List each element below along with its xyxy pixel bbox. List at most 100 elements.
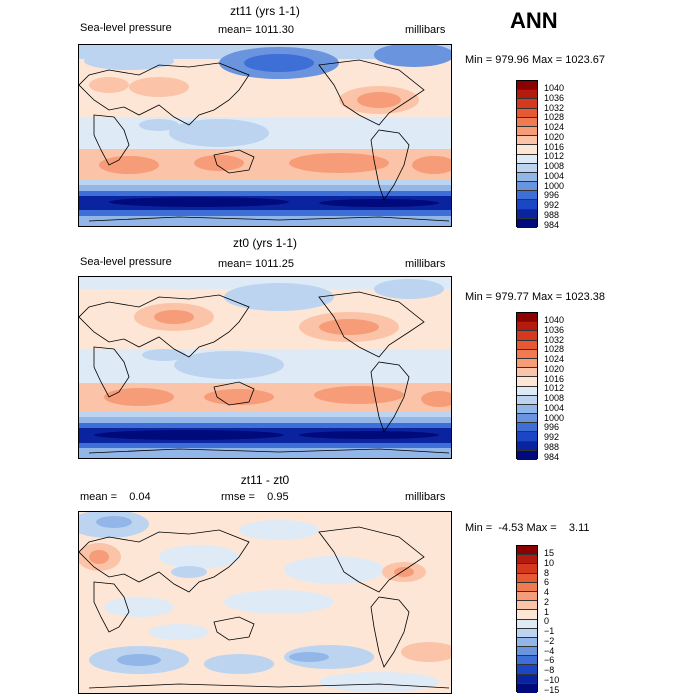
panel-2-colorbar-swatch bbox=[517, 331, 537, 341]
colorbar-label: 1008 bbox=[544, 393, 565, 403]
colorbar-label: −1 bbox=[544, 626, 555, 636]
colorbar-label: 1012 bbox=[544, 151, 565, 162]
colorbar-label: 1024 bbox=[544, 354, 565, 364]
colorbar-label: 1008 bbox=[544, 161, 565, 171]
colorbar-label: 1 bbox=[544, 606, 550, 617]
colorbar-label: 1020 bbox=[544, 363, 565, 374]
colorbar-label: 996 bbox=[544, 422, 560, 433]
panel-2-colorbar-swatch bbox=[517, 386, 537, 396]
panel-2-colorbar-swatch bbox=[517, 349, 537, 359]
panel-2-colorbar-swatch bbox=[517, 377, 537, 387]
colorbar-label: 1032 bbox=[544, 102, 565, 113]
panel-2-colorbar-swatch bbox=[517, 441, 537, 451]
panel-2-colorbar-swatch bbox=[517, 313, 537, 323]
colorbar-label: 1024 bbox=[544, 122, 565, 132]
colorbar-label: 8 bbox=[544, 567, 550, 578]
colorbar-label: −8 bbox=[544, 665, 555, 675]
panel-3-rmse: rmse = 0.95 bbox=[221, 491, 289, 503]
colorbar-label: 984 bbox=[544, 219, 560, 230]
panel-1-units: millibars bbox=[405, 24, 446, 36]
panel-3-colorbar-swatch bbox=[517, 573, 537, 583]
panel-1-colorbar-swatch bbox=[517, 163, 537, 173]
panel-2-colorbar-swatch bbox=[517, 395, 537, 405]
panel-2-colorbar-swatch bbox=[517, 368, 537, 378]
colorbar-label: 1020 bbox=[544, 131, 565, 142]
colorbar-label: −10 bbox=[544, 674, 560, 685]
panel-1-minmax: Min = 979.96 Max = 1023.67 bbox=[465, 54, 606, 66]
panel-3-colorbar bbox=[516, 545, 538, 693]
panel-2-units: millibars bbox=[405, 258, 446, 270]
panel-3-colorbar-swatch bbox=[517, 555, 537, 565]
panel-1-colorbar-swatch bbox=[517, 209, 537, 219]
panel-3-colorbar-swatch bbox=[517, 665, 537, 675]
panel-1-colorbar-swatch bbox=[517, 108, 537, 118]
colorbar-label: 1028 bbox=[544, 344, 565, 355]
colorbar-label: 10 bbox=[544, 557, 555, 568]
colorbar-label: 988 bbox=[544, 441, 560, 452]
panel-1-colorbar-swatch bbox=[517, 172, 537, 183]
colorbar-label: 984 bbox=[544, 451, 560, 462]
panel-2-colorbar-swatch bbox=[517, 423, 537, 433]
colorbar-label: 988 bbox=[544, 209, 560, 220]
colorbar-label: 1036 bbox=[544, 324, 565, 335]
colorbar-label: 15 bbox=[544, 548, 555, 558]
panel-1-colorbar-swatch bbox=[517, 99, 537, 109]
panel-2-colorbar-swatch bbox=[517, 358, 537, 369]
panel-1-colorbar-swatch bbox=[517, 136, 537, 146]
colorbar-label: 1032 bbox=[544, 334, 565, 345]
colorbar-label: 1040 bbox=[544, 83, 565, 93]
panel-2-colorbar-swatch bbox=[517, 404, 537, 415]
panel-2-colorbar-swatch bbox=[517, 322, 537, 332]
colorbar-label: 1016 bbox=[544, 141, 565, 152]
colorbar-label: 992 bbox=[544, 200, 560, 210]
panel-2-field-label: Sea-level pressure bbox=[80, 256, 172, 268]
panel-1-colorbar-swatch bbox=[517, 154, 537, 164]
panel-2-colorbar-swatch bbox=[517, 414, 537, 424]
panel-1-colorbar-labels: 1040 1036 1032 1028 1024 1020 1016 1012 … bbox=[544, 83, 565, 230]
colorbar-label: 996 bbox=[544, 190, 560, 201]
colorbar-label: 1040 bbox=[544, 315, 565, 325]
colorbar-label: −6 bbox=[544, 655, 555, 666]
panel-1-colorbar-swatch bbox=[517, 81, 537, 91]
panel-3-colorbar-swatch bbox=[517, 628, 537, 638]
panel-2-colorbar-swatch bbox=[517, 340, 537, 350]
colorbar-label: 1036 bbox=[544, 92, 565, 103]
panel-3-minmax: Min = -4.53 Max = 3.11 bbox=[465, 522, 590, 534]
panel-1-colorbar-swatch bbox=[517, 218, 537, 228]
colorbar-label: 2 bbox=[544, 596, 550, 607]
colorbar-label: 1016 bbox=[544, 373, 565, 384]
panel-3-colorbar-swatch bbox=[517, 546, 537, 556]
panel-1-colorbar-swatch bbox=[517, 126, 537, 137]
panel-3-colorbar-swatch bbox=[517, 683, 537, 693]
colorbar-label: 1004 bbox=[544, 170, 565, 181]
colorbar-label: −4 bbox=[544, 645, 555, 656]
panel-3-title: zt11 - zt0 bbox=[240, 473, 290, 487]
panel-2-mean: mean= 1011.25 bbox=[218, 258, 294, 270]
panel-1-colorbar-swatch bbox=[517, 90, 537, 100]
panel-1-colorbar-swatch bbox=[517, 200, 537, 210]
panel-1-colorbar bbox=[516, 80, 538, 228]
panel-3-mean: mean = 0.04 bbox=[80, 491, 151, 503]
panel-2-colorbar-swatch bbox=[517, 450, 537, 460]
panel-1-map bbox=[78, 44, 452, 227]
panel-2-map bbox=[78, 276, 452, 459]
panel-3-colorbar-swatch bbox=[517, 674, 537, 684]
panel-1-colorbar-swatch bbox=[517, 145, 537, 155]
colorbar-label: 1012 bbox=[544, 383, 565, 394]
panel-1-colorbar-swatch bbox=[517, 182, 537, 192]
panel-3-colorbar-swatch bbox=[517, 591, 537, 602]
colorbar-label: 4 bbox=[544, 587, 550, 597]
panel-3-colorbar-swatch bbox=[517, 647, 537, 657]
colorbar-label: 992 bbox=[544, 432, 560, 442]
colorbar-label: 1004 bbox=[544, 402, 565, 413]
panel-1-mean: mean= 1011.30 bbox=[218, 24, 294, 36]
colorbar-label: −15 bbox=[544, 684, 560, 695]
panel-3-colorbar-swatch bbox=[517, 619, 537, 629]
panel-3-map bbox=[78, 511, 452, 694]
colorbar-label: −2 bbox=[544, 635, 555, 646]
season-label: ANN bbox=[510, 8, 558, 33]
panel-1-title: zt11 (yrs 1-1) bbox=[230, 4, 300, 18]
panel-3-colorbar-swatch bbox=[517, 564, 537, 574]
panel-3-colorbar-labels: 15 10 8 6 4 2 1 0 −1 −2 −4 −6 −8 −10 −15 bbox=[544, 548, 560, 695]
panel-2-colorbar-labels: 1040 1036 1032 1028 1024 1020 1016 1012 … bbox=[544, 315, 565, 462]
